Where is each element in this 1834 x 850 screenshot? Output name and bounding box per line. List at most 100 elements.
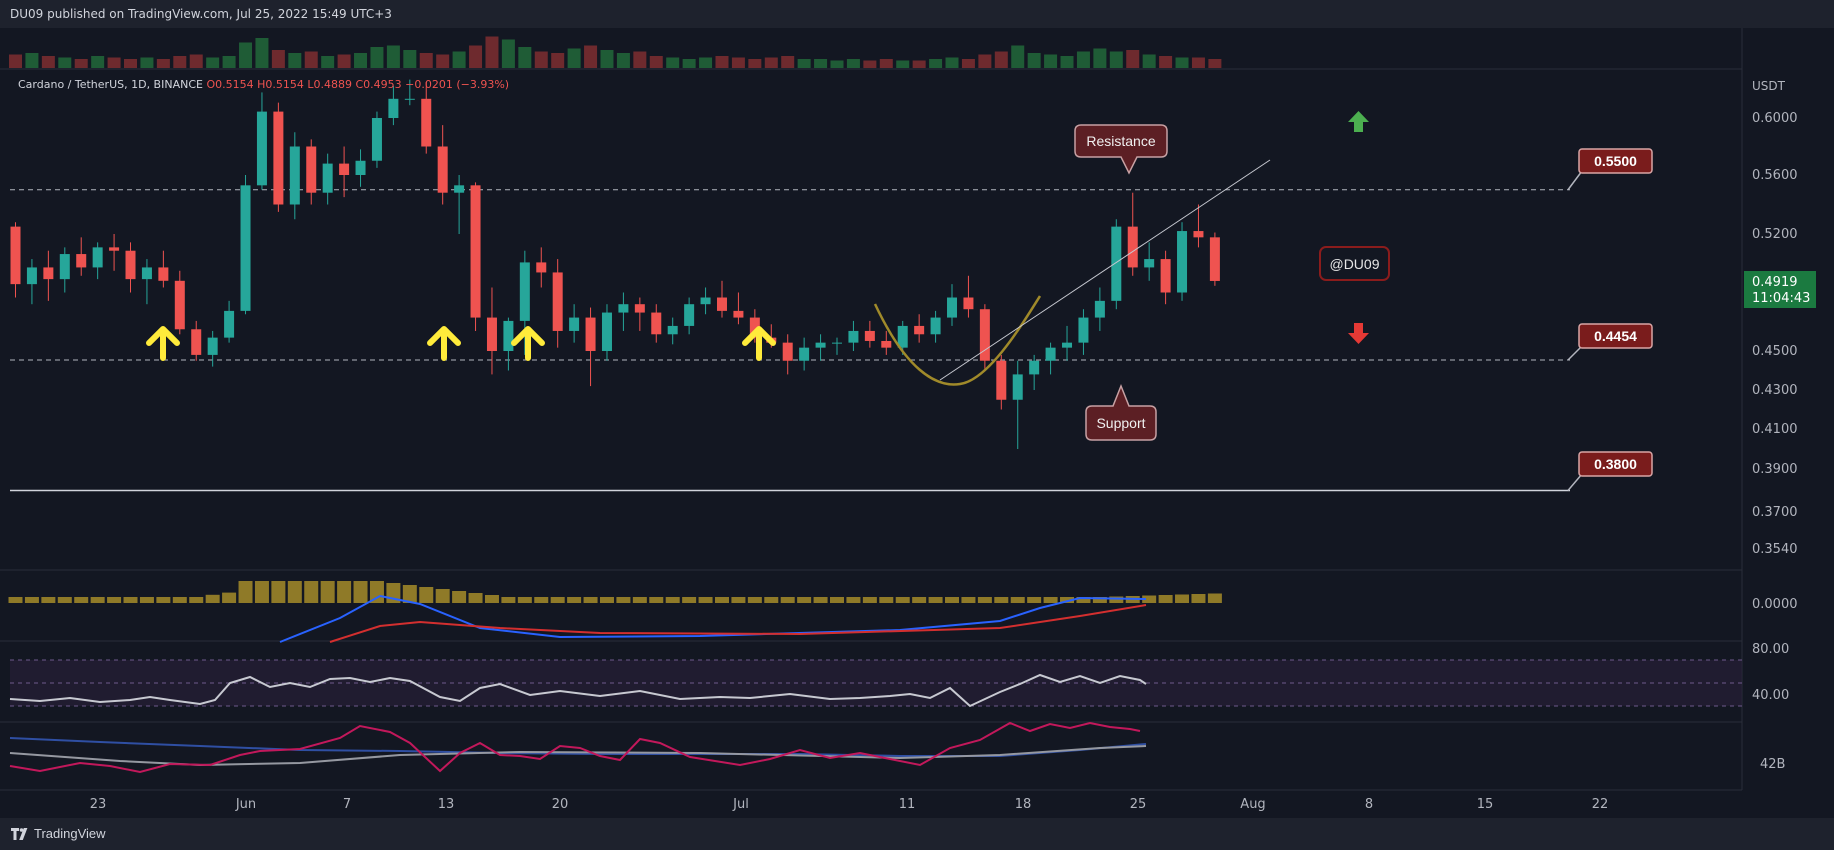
candle-body — [26, 267, 37, 285]
candle-body — [306, 146, 317, 193]
candle-body — [256, 111, 267, 186]
macd-histogram-bar — [320, 581, 335, 603]
candle-body — [1177, 231, 1188, 293]
candle-body — [59, 254, 70, 280]
time-tick-label: 18 — [1015, 797, 1032, 812]
volume-bar — [830, 60, 844, 68]
candle-body — [371, 118, 382, 161]
volume-bar — [485, 36, 499, 68]
level-box-label: 0.5500 — [1594, 153, 1637, 169]
time-tick-label: 13 — [438, 797, 455, 812]
time-tick-label: 22 — [1592, 797, 1609, 812]
support-callout-box — [1085, 383, 1157, 441]
candle — [634, 297, 645, 331]
price-tick-label: 0.3900 — [1752, 462, 1798, 477]
macd-histogram-bar — [468, 593, 483, 603]
candle-body — [733, 310, 744, 318]
time-tick-label: Jun — [235, 797, 256, 812]
candle — [536, 247, 547, 288]
candle-body — [503, 320, 514, 351]
candle — [43, 250, 54, 301]
candle-body — [1209, 237, 1220, 281]
macd-histogram-bar — [222, 592, 237, 603]
symbol-name: Cardano / TetherUS, 1D, BINANCE — [18, 78, 203, 91]
volume-bar — [1109, 51, 1123, 68]
candle — [1193, 204, 1204, 248]
price-tick-label: 0.5200 — [1752, 227, 1798, 242]
volume-bar — [370, 47, 384, 68]
candle — [26, 259, 37, 305]
macd-histogram-bar — [353, 581, 368, 603]
volume-bar — [846, 59, 860, 68]
candle — [158, 250, 169, 288]
candle — [815, 334, 826, 361]
candle-body — [996, 360, 1007, 400]
candle-body — [947, 297, 958, 318]
level-value-box: 0.5500 — [1567, 148, 1653, 191]
volume-bar — [419, 53, 433, 68]
macd-histogram-bar — [912, 597, 927, 603]
candle-body — [1062, 342, 1073, 348]
support-callout-label: Support — [1096, 415, 1145, 431]
rsi-upper-label: 80.00 — [1752, 642, 1789, 657]
candle — [1177, 222, 1188, 301]
volume-bar — [896, 60, 910, 68]
candle — [503, 317, 514, 371]
candle — [733, 292, 744, 325]
macd-histogram-bar — [1175, 594, 1190, 603]
macd-histogram-bar — [994, 597, 1009, 603]
volume-bar — [452, 51, 466, 68]
volume-bar — [731, 57, 745, 68]
macd-histogram-bar — [287, 581, 302, 603]
macd-histogram-bar — [567, 597, 582, 603]
volume-bar — [41, 56, 55, 68]
macd-histogram-bar — [780, 597, 795, 603]
candle-body — [1144, 259, 1155, 268]
macd-histogram-bar — [1109, 596, 1124, 603]
volume-bar — [222, 56, 236, 68]
candle-body — [536, 262, 547, 273]
volume-bar — [912, 60, 926, 68]
macd-histogram-bar — [764, 597, 779, 603]
chart-canvas[interactable]: Resistance Support @DU09 0.5500 0.4454 0.3800… — [0, 28, 1834, 818]
price-tick-label: 0.5600 — [1752, 168, 1798, 183]
candle-body — [322, 163, 333, 193]
volume-bar — [649, 56, 663, 68]
candle-body — [618, 304, 629, 313]
candle-body — [454, 185, 465, 193]
volume-bar — [321, 56, 335, 68]
candle-body — [634, 304, 645, 313]
macd-histogram-bar — [599, 597, 614, 603]
macd-histogram-bar — [797, 597, 812, 603]
candle-body — [339, 163, 350, 175]
macd-histogram-bar — [156, 597, 171, 603]
macd-histogram-bar — [123, 597, 138, 603]
candle-body — [930, 317, 941, 335]
macd-histogram-bar — [616, 597, 631, 603]
candle-body — [651, 312, 662, 335]
cup-curve — [873, 295, 1042, 386]
volume-bar — [74, 59, 88, 68]
candle-body — [700, 297, 711, 305]
volume-bar — [107, 57, 121, 68]
volume-bar — [682, 59, 696, 68]
time-tick-label: 11 — [899, 797, 916, 812]
volume-bar — [386, 45, 400, 68]
candle-body — [158, 267, 169, 281]
obv-volume-line — [9, 721, 1141, 774]
macd-histogram-bar — [698, 597, 713, 603]
volume-bar — [814, 59, 828, 68]
candle-body — [109, 247, 120, 251]
candle — [848, 320, 859, 351]
macd-histogram-bar — [830, 597, 844, 603]
candle — [684, 297, 695, 335]
candle — [454, 175, 465, 234]
macd-histogram-bar — [271, 581, 286, 603]
price-badge-box — [1744, 271, 1816, 308]
volume-bar — [436, 54, 450, 68]
macd-histogram-bar — [369, 581, 384, 603]
candle-body — [519, 262, 530, 321]
volume-bar — [616, 53, 630, 68]
candle — [979, 304, 990, 371]
macd-histogram-bar — [928, 597, 943, 603]
